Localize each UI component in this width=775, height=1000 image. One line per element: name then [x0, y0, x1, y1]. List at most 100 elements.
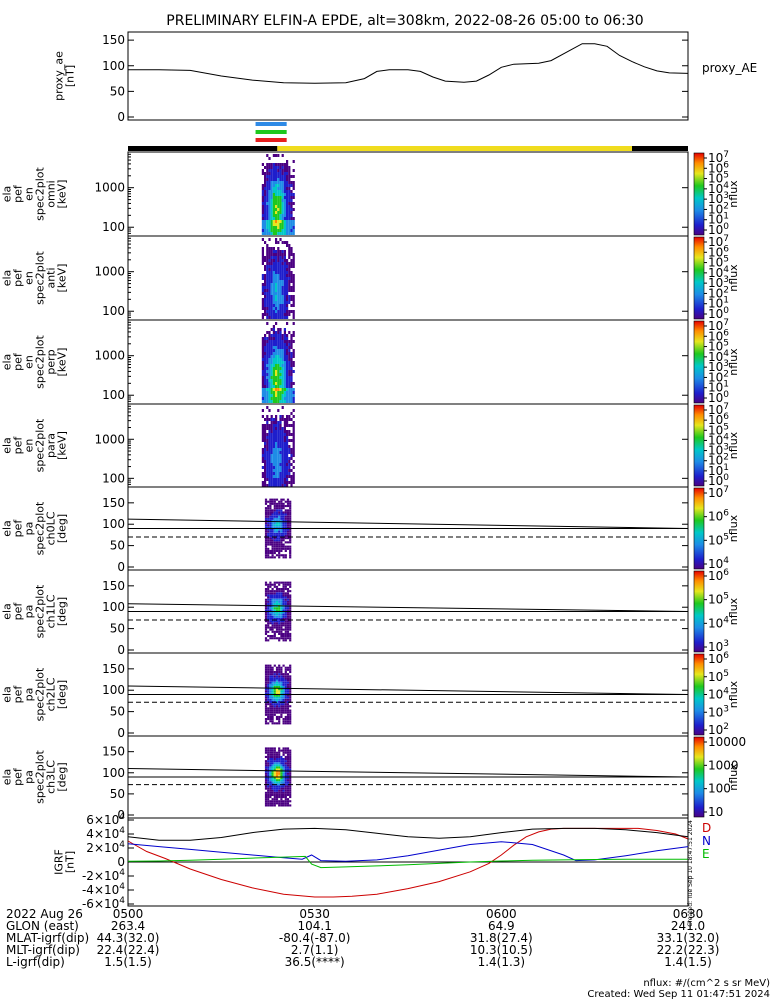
spectrogram-cell: [277, 328, 280, 331]
spectrogram-cell: [286, 777, 290, 780]
spectrogram-cell: [286, 175, 289, 178]
spectrogram-cell: [275, 256, 278, 259]
spectrogram-cell: [286, 620, 290, 623]
spectrogram-cell: [283, 328, 286, 331]
spectrogram-cell: [268, 433, 271, 436]
spectrogram-cell: [282, 779, 285, 782]
spectrogram-cell: [273, 696, 276, 699]
spectrogram-cell: [264, 779, 268, 782]
spectrogram-cell: [271, 685, 274, 688]
spectrogram-cell: [277, 385, 280, 388]
spectrogram-cell: [277, 481, 280, 484]
spectrogram-cell: [279, 391, 282, 394]
spectrogram-cell: [272, 337, 275, 340]
igrf-legend: D: [702, 821, 711, 835]
spectrogram-cell: [289, 581, 292, 584]
spectrogram-cell: [282, 709, 285, 712]
spectrogram-cell: [286, 379, 289, 382]
spectrogram-cell: [271, 764, 274, 767]
spectrogram-cell: [268, 385, 271, 388]
spectrogram-cell: [281, 223, 284, 226]
colorbar-tick-label: 107: [708, 234, 729, 249]
spectrogram-cell: [290, 184, 293, 187]
spectrogram-cell: [264, 232, 267, 235]
spectrogram-cell: [286, 400, 289, 403]
spectrogram-cell: [286, 715, 290, 718]
spectrogram-cell: [272, 370, 275, 373]
spectrogram-cell: [284, 519, 287, 522]
spectrogram-cell: [269, 800, 272, 803]
spectrogram-cell: [284, 581, 287, 584]
spectrogram-cell: [271, 768, 274, 771]
spectrogram-cell: [277, 190, 280, 193]
spectrogram-cell: [286, 696, 290, 699]
spectrogram-cell: [281, 361, 284, 364]
spectrogram-cell: [268, 301, 271, 304]
spectrogram-cell: [278, 679, 281, 682]
spectrogram-cell: [292, 466, 295, 469]
spectrogram-cell: [271, 615, 274, 618]
spectrogram-cell: [277, 430, 280, 433]
spectrogram-cell: [286, 547, 290, 550]
spectrogram-cell: [278, 703, 281, 706]
spectrogram-cell: [264, 301, 267, 304]
spectrogram-cell: [266, 292, 269, 295]
spectrogram-cell: [281, 475, 284, 478]
spectrogram-cell: [264, 594, 268, 597]
spectrogram-cell: [280, 632, 283, 635]
ytick-label: 0: [117, 110, 125, 124]
spectrogram-cell: [283, 313, 286, 316]
spectrogram-cell: [289, 505, 292, 508]
spectrogram-cell: [261, 454, 264, 457]
spectrogram-cell: [283, 457, 286, 460]
spectrogram-cell: [270, 184, 273, 187]
spectrogram-cell: [264, 202, 267, 205]
spectrogram-cell: [268, 214, 271, 217]
spectrogram-cell: [269, 594, 272, 597]
spectrogram-cell: [272, 283, 275, 286]
spectrogram-cell: [283, 445, 286, 448]
spectrogram-cell: [279, 277, 282, 280]
spectrogram-cell: [279, 316, 282, 319]
spectrogram-cell: [266, 214, 269, 217]
spectrogram-cell: [281, 214, 284, 217]
spectrogram-cell: [282, 768, 285, 771]
spectrogram-cell: [271, 791, 274, 794]
spectrogram-cell: [271, 753, 274, 756]
spectrogram-cell: [264, 554, 268, 557]
spectrogram-cell: [275, 331, 278, 334]
colorbar-tick-exp: 6: [723, 412, 729, 422]
spectrogram-cell: [286, 316, 289, 319]
spectrogram-cell: [280, 673, 283, 676]
spectrogram-cell: [277, 391, 280, 394]
spectrogram-cell: [289, 547, 292, 550]
spectrogram-cell: [277, 448, 280, 451]
spectrogram-cell: [273, 609, 276, 612]
colorbar-tick-base: 10: [708, 202, 723, 216]
spectrogram-cell: [289, 617, 292, 620]
spectrogram-cell: [261, 172, 264, 175]
spectrogram-cell: [282, 530, 285, 533]
spectrogram-cell: [270, 307, 273, 310]
spectrogram-cell: [275, 751, 279, 754]
spectrogram-cell: [288, 430, 291, 433]
spectrogram-cell: [282, 677, 285, 680]
colorbar-tick-label: 102: [708, 201, 729, 216]
spectrogram-cell: [281, 175, 284, 178]
spectrogram-cell: [275, 547, 279, 550]
spectrogram-cell: [264, 592, 268, 595]
spectrogram-cell: [275, 373, 278, 376]
spectrogram-cell: [282, 637, 285, 640]
spectrogram-cell: [279, 355, 282, 358]
spectrogram-cell: [282, 791, 285, 794]
spectrogram-cell: [264, 304, 267, 307]
ytick-label: 100: [102, 600, 125, 614]
spectrogram-cell: [264, 762, 268, 765]
colorbar-tick-exp: 3: [723, 443, 729, 453]
spectrogram-cell: [280, 600, 283, 603]
spectrogram-cell: [270, 310, 273, 313]
spectrogram-cell: [271, 607, 274, 610]
spectrogram-cell: [267, 622, 270, 625]
spectrogram-cell: [275, 205, 278, 208]
spectrogram-cell: [282, 800, 285, 803]
